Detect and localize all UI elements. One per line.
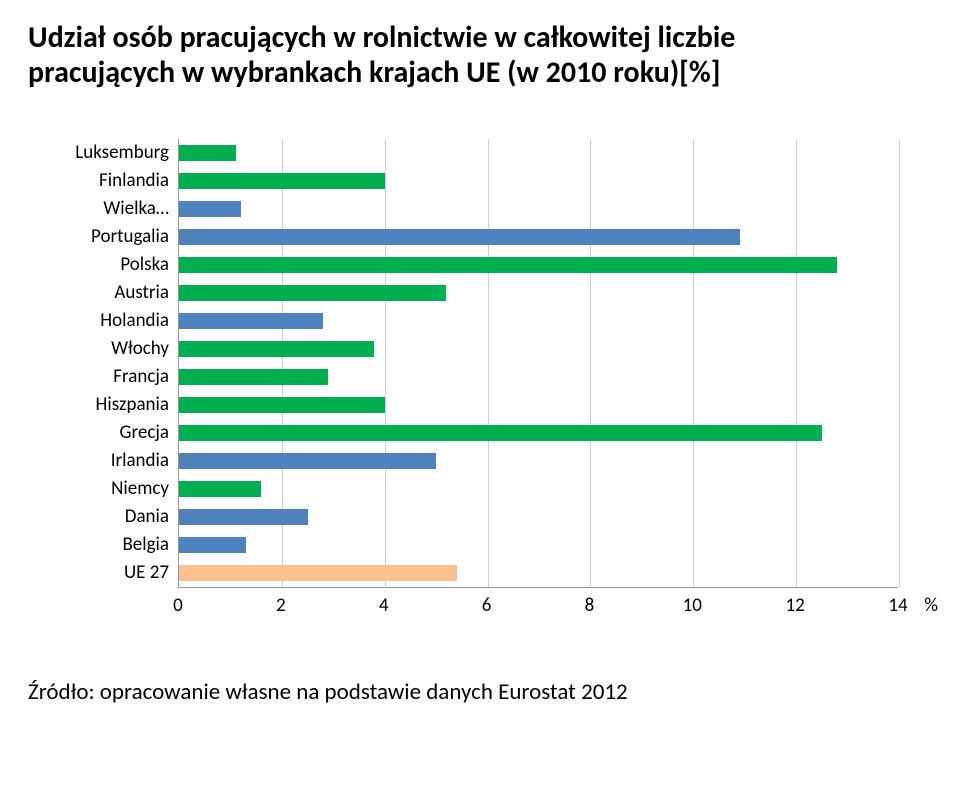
x-tick-label: 12 bbox=[786, 594, 805, 617]
category-label: Belgia bbox=[122, 533, 169, 556]
category-label: Niemcy bbox=[111, 477, 169, 500]
category-label: Dania bbox=[125, 505, 169, 528]
bar bbox=[179, 425, 822, 441]
category-label: Wielka… bbox=[103, 197, 169, 220]
bar-rows: LuksemburgFinlandiaWielka…PortugaliaPols… bbox=[179, 139, 898, 587]
bar-row: Austria bbox=[179, 279, 898, 307]
chart-title: Udział osób pracujących w rolnictwie w c… bbox=[28, 20, 932, 91]
bar-row: Grecja bbox=[179, 419, 898, 447]
category-label: Portugalia bbox=[91, 225, 169, 248]
title-line-1: Udział osób pracujących w rolnictwie w c… bbox=[28, 20, 932, 55]
x-tick-label: 8 bbox=[585, 594, 595, 617]
category-label: Holandia bbox=[100, 309, 169, 332]
x-tick-label: 2 bbox=[276, 594, 286, 617]
bar bbox=[179, 313, 323, 329]
category-label: Finlandia bbox=[99, 169, 169, 192]
bar bbox=[179, 369, 328, 385]
x-tick-label: 4 bbox=[379, 594, 389, 617]
category-label: Grecja bbox=[120, 421, 170, 444]
category-label: Irlandia bbox=[111, 449, 169, 472]
bar-row: Polska bbox=[179, 251, 898, 279]
bar bbox=[179, 145, 236, 161]
bar-row: Finlandia bbox=[179, 167, 898, 195]
category-label: Luksemburg bbox=[75, 141, 169, 164]
x-tick-label: 0 bbox=[173, 594, 183, 617]
bar bbox=[179, 257, 837, 273]
x-tick-label: 10 bbox=[683, 594, 702, 617]
plot-area: LuksemburgFinlandiaWielka…PortugaliaPols… bbox=[178, 139, 898, 588]
bar-row: Portugalia bbox=[179, 223, 898, 251]
title-line-2: pracujących w wybrankach krajach UE (w 2… bbox=[28, 55, 932, 90]
category-label: Polska bbox=[120, 253, 169, 276]
category-label: Francja bbox=[113, 365, 169, 388]
bar bbox=[179, 201, 241, 217]
x-axis: % 02468101214 bbox=[178, 588, 898, 618]
category-label: Hiszpania bbox=[96, 393, 170, 416]
bar-row: Niemcy bbox=[179, 475, 898, 503]
category-label: Austria bbox=[114, 281, 169, 304]
bar-row: Luksemburg bbox=[179, 139, 898, 167]
bar bbox=[179, 537, 246, 553]
bar bbox=[179, 285, 446, 301]
bar-row: UE 27 bbox=[179, 559, 898, 587]
source-text: Źródło: opracowanie własne na podstawie … bbox=[28, 678, 932, 706]
bar bbox=[179, 173, 385, 189]
bar-row: Wielka… bbox=[179, 195, 898, 223]
bar bbox=[179, 481, 261, 497]
x-axis-unit: % bbox=[924, 594, 938, 617]
bar bbox=[179, 565, 457, 581]
bar-row: Hiszpania bbox=[179, 391, 898, 419]
bar bbox=[179, 397, 385, 413]
bar-row: Holandia bbox=[179, 307, 898, 335]
bar bbox=[179, 509, 308, 525]
category-label: UE 27 bbox=[124, 561, 169, 584]
x-tick-label: 14 bbox=[888, 594, 907, 617]
hbar-chart: LuksemburgFinlandiaWielka…PortugaliaPols… bbox=[28, 139, 928, 618]
bar bbox=[179, 341, 374, 357]
bar-row: Belgia bbox=[179, 531, 898, 559]
bar bbox=[179, 229, 740, 245]
bar-row: Francja bbox=[179, 363, 898, 391]
gridline bbox=[899, 139, 900, 587]
x-tick-label: 6 bbox=[482, 594, 492, 617]
bar bbox=[179, 453, 436, 469]
bar-row: Włochy bbox=[179, 335, 898, 363]
bar-row: Dania bbox=[179, 503, 898, 531]
category-label: Włochy bbox=[111, 337, 169, 360]
bar-row: Irlandia bbox=[179, 447, 898, 475]
